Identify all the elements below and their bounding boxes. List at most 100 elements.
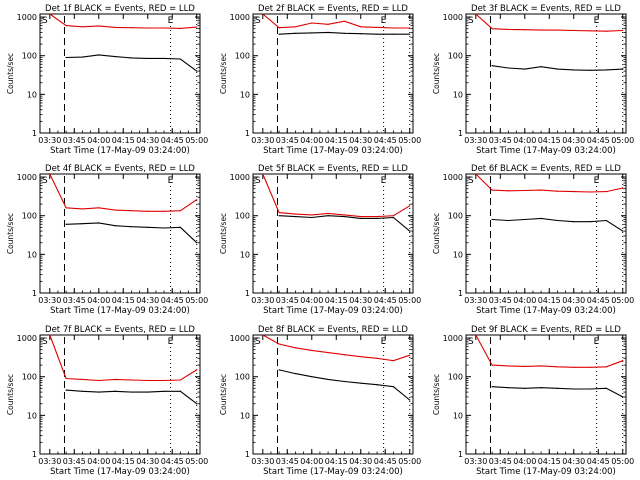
y-tick-label: 1000 bbox=[17, 173, 37, 182]
series-point bbox=[196, 70, 198, 72]
x-tick-label: 03:45 bbox=[63, 136, 86, 145]
plot-frame bbox=[465, 173, 627, 294]
y-tick-label: 100 bbox=[448, 373, 463, 382]
x-tick-label: 03:45 bbox=[489, 457, 512, 466]
series-point bbox=[81, 378, 84, 381]
y-tick-label: 10 bbox=[27, 90, 37, 99]
x-tick-label: 03:30 bbox=[38, 136, 61, 145]
end-marker-label: E bbox=[381, 337, 387, 347]
y-tick-label: 1 bbox=[32, 450, 37, 459]
series-point bbox=[507, 365, 510, 367]
chart-title: Det 6f BLACK = Events, RED = LLD bbox=[471, 164, 621, 174]
x-tick-label: 05:00 bbox=[398, 296, 421, 305]
x-tick-label: 04:00 bbox=[300, 296, 323, 305]
x-tick-label: 05:00 bbox=[185, 296, 208, 305]
chart-panel-6: Det 6f BLACK = Events, RED = LLD 1 10 100 10… bbox=[432, 164, 634, 316]
series-point bbox=[294, 373, 297, 375]
series-point bbox=[65, 25, 67, 27]
series-point bbox=[622, 396, 624, 398]
x-tick-label: 04:00 bbox=[300, 136, 323, 145]
start-marker-label: S bbox=[42, 337, 48, 347]
series-point bbox=[147, 27, 149, 29]
series-point bbox=[294, 215, 297, 218]
x-tick-label: 03:30 bbox=[464, 457, 487, 466]
x-tick-label: 03:45 bbox=[276, 136, 299, 145]
y-tick-label: 1000 bbox=[443, 13, 463, 22]
series-point bbox=[605, 191, 608, 193]
x-tick-label: 03:45 bbox=[489, 296, 512, 305]
series-point bbox=[327, 23, 329, 25]
y-tick-label: 1 bbox=[32, 289, 37, 298]
series-point bbox=[147, 57, 149, 60]
x-tick-label: 04:15 bbox=[325, 136, 348, 145]
series-point bbox=[196, 369, 198, 371]
x-tick-label: 04:15 bbox=[325, 457, 348, 466]
y-axis-label: Counts/sec bbox=[6, 374, 15, 415]
chart-title: Det 2f BLACK = Events, RED = LLD bbox=[258, 4, 408, 14]
series-point bbox=[163, 57, 165, 60]
start-marker-label: S bbox=[468, 16, 474, 26]
series-point bbox=[409, 205, 411, 207]
x-tick-label: 03:45 bbox=[63, 457, 86, 466]
series-point bbox=[540, 365, 542, 367]
series-point bbox=[163, 227, 165, 229]
series-point bbox=[392, 386, 395, 388]
series-point bbox=[65, 223, 67, 225]
series-point bbox=[556, 68, 559, 70]
chart-panel-2: Det 2f BLACK = Events, RED = LLD 1 10 100 10… bbox=[219, 4, 421, 156]
series-point bbox=[81, 26, 84, 28]
x-axis-label: Start Time (17-May-09 03:24:00) bbox=[263, 467, 403, 477]
series-point bbox=[491, 386, 493, 388]
series-line-lld bbox=[49, 334, 197, 382]
series-point bbox=[294, 347, 297, 349]
x-tick-label: 04:00 bbox=[87, 457, 110, 466]
series-point bbox=[327, 352, 329, 354]
series-point bbox=[130, 210, 133, 212]
series-point bbox=[114, 26, 116, 29]
series-point bbox=[278, 212, 280, 214]
y-tick-label: 100 bbox=[22, 373, 37, 382]
y-axis-label: Counts/sec bbox=[6, 213, 15, 254]
chart-panel-3: Det 3f BLACK = Events, RED = LLD 1 10 100 10… bbox=[432, 4, 634, 156]
end-marker-label: E bbox=[594, 176, 600, 186]
series-point bbox=[343, 214, 346, 216]
series-point bbox=[196, 26, 198, 28]
x-tick-label: 04:30 bbox=[562, 136, 585, 145]
y-tick-label: 10 bbox=[453, 411, 463, 420]
series-point bbox=[311, 32, 313, 34]
x-tick-label: 04:00 bbox=[87, 136, 110, 145]
series-point bbox=[573, 366, 575, 368]
chart-title: Det 8f BLACK = Events, RED = LLD bbox=[258, 325, 408, 335]
y-tick-label: 10 bbox=[453, 250, 463, 259]
series-point bbox=[327, 212, 329, 214]
x-tick-label: 04:00 bbox=[87, 296, 110, 305]
start-marker-label: S bbox=[42, 176, 48, 186]
y-tick-label: 1 bbox=[32, 129, 37, 138]
series-point bbox=[98, 222, 100, 224]
x-tick-label: 04:30 bbox=[562, 296, 585, 305]
x-tick-label: 04:45 bbox=[587, 457, 610, 466]
x-tick-label: 03:45 bbox=[63, 296, 86, 305]
series-point bbox=[360, 382, 362, 384]
series-point bbox=[114, 209, 116, 211]
plot-frame bbox=[39, 173, 201, 294]
series-point bbox=[130, 391, 133, 393]
start-marker-label: S bbox=[468, 176, 474, 186]
start-marker-label: S bbox=[255, 176, 261, 186]
y-tick-label: 1000 bbox=[443, 173, 463, 182]
series-point bbox=[311, 22, 313, 24]
series-point bbox=[147, 391, 149, 393]
series-point bbox=[278, 369, 280, 371]
y-tick-label: 100 bbox=[22, 52, 37, 61]
x-tick-label: 03:45 bbox=[489, 136, 512, 145]
series-point bbox=[376, 215, 378, 218]
series-point bbox=[392, 27, 395, 29]
series-point bbox=[573, 388, 575, 390]
y-tick-label: 1000 bbox=[230, 173, 250, 182]
series-point bbox=[507, 67, 510, 69]
x-tick-label: 05:00 bbox=[611, 457, 634, 466]
series-point bbox=[114, 390, 116, 392]
y-tick-label: 10 bbox=[240, 90, 250, 99]
x-axis-label: Start Time (17-May-09 03:24:00) bbox=[50, 467, 190, 477]
y-tick-label: 10 bbox=[240, 250, 250, 259]
